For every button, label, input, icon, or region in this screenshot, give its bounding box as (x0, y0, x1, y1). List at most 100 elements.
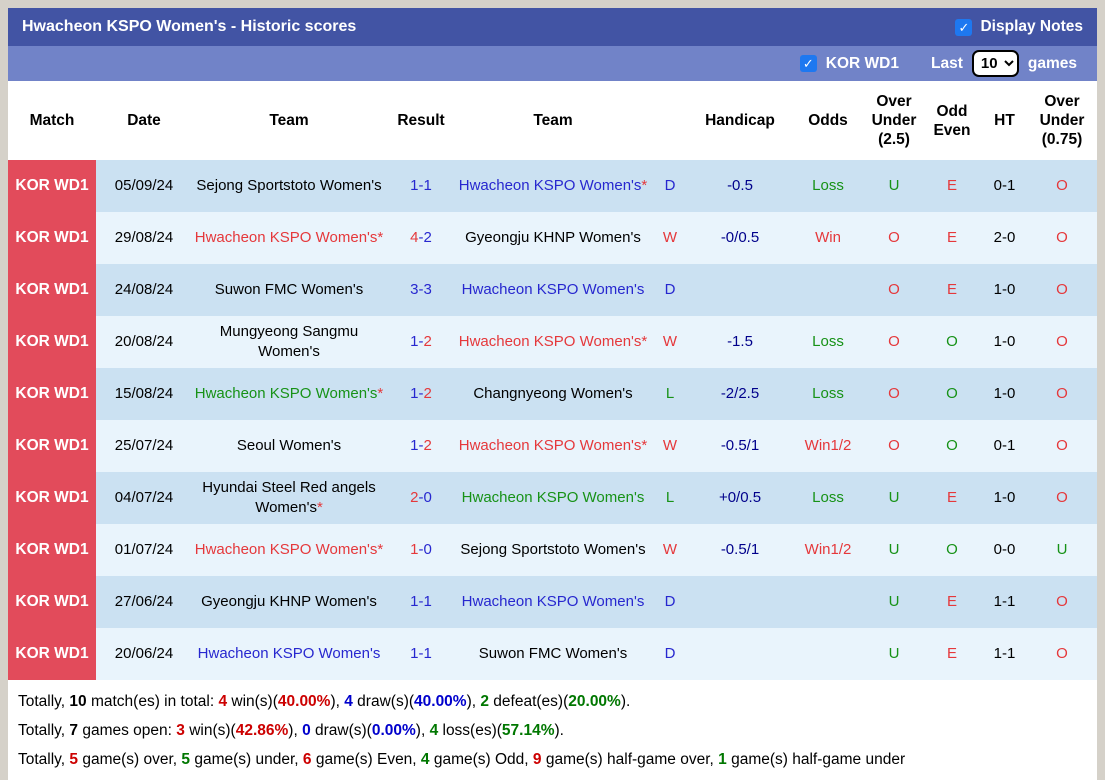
summary-segment: game(s) under, (190, 751, 303, 768)
team-name: Hwacheon KSPO Women's (194, 385, 378, 402)
column-header: Date (96, 81, 192, 160)
over-under-25-cell-value: O (888, 333, 900, 350)
summary-segment: match(es) in total: (86, 693, 219, 710)
odd-even-cell-value: E (946, 645, 957, 662)
wdl-cell-value: L (665, 489, 675, 506)
over-under-075-cell: O (1027, 160, 1097, 212)
ht-cell: 1-0 (982, 316, 1027, 368)
over-under-075-cell: O (1027, 264, 1097, 316)
team-name: Gyeongju KHNP Women's (201, 593, 377, 610)
column-header: Handicap (690, 81, 790, 160)
wdl-cell-value: D (664, 645, 676, 662)
odds-cell: Loss (790, 316, 866, 368)
over-under-25-cell: U (866, 160, 922, 212)
table-row: KOR WD1 25/07/24 Seoul Women's 1-2 Hwacheon … (8, 420, 1097, 472)
score-dash: - (418, 177, 424, 194)
handicap-cell (690, 264, 790, 316)
summary-segment: 40.00% (277, 693, 331, 710)
over-under-075-cell: O (1027, 628, 1097, 680)
team-name: Suwon FMC Women's (214, 281, 364, 298)
summary-segment: game(s) Even, (311, 751, 421, 768)
team-name: Hwacheon KSPO Women's (194, 541, 378, 558)
table-row: KOR WD1 29/08/24 Hwacheon KSPO Women's* 4-2… (8, 212, 1097, 264)
away-team-cell: Gyeongju KHNP Women's (456, 212, 650, 264)
over-under-075-cell-value: O (1056, 177, 1068, 194)
ht-value: 0-1 (993, 177, 1016, 194)
over-under-075-cell: U (1027, 524, 1097, 576)
over-under-25-cell: O (866, 368, 922, 420)
odd-even-cell: E (922, 264, 982, 316)
summary-segment: game(s) half-game under (726, 751, 906, 768)
table-row: KOR WD1 27/06/24 Gyeongju KHNP Women's 1-1 H… (8, 576, 1097, 628)
table-row: KOR WD1 24/08/24 Suwon FMC Women's 3-3 Hwach… (8, 264, 1097, 316)
column-header: Over Under (0.75) (1027, 81, 1097, 160)
ht-value: 1-0 (993, 489, 1016, 506)
summary-segment: ), (466, 693, 481, 710)
odd-even-cell: E (922, 212, 982, 264)
summary-segment: 4 (218, 693, 228, 710)
away-score: 2 (423, 229, 432, 246)
result-cell: 4-2 (386, 212, 456, 264)
table-row: KOR WD1 01/07/24 Hwacheon KSPO Women's* 1-0… (8, 524, 1097, 576)
wdl-cell: W (650, 524, 690, 576)
summary: Totally, 10 match(es) in total: 4 win(s)… (8, 680, 1097, 780)
summary-line-2: Totally, 7 games open: 3 win(s)(42.86%),… (18, 716, 1087, 745)
odd-even-cell: E (922, 472, 982, 524)
away-team-cell: Suwon FMC Women's (456, 628, 650, 680)
league-filter-checkbox[interactable]: ✓ (799, 55, 817, 72)
date-cell: 20/08/24 (114, 333, 174, 350)
ht-value: 1-0 (993, 333, 1016, 350)
date-cell: 29/08/24 (114, 229, 174, 246)
column-header: Odds (790, 81, 866, 160)
summary-segment: game(s) Odd, (429, 751, 533, 768)
result-cell: 1-1 (386, 628, 456, 680)
league-cell: KOR WD1 (8, 420, 96, 472)
history-table: Match Date Team Result Team Handicap Odds Over … (8, 81, 1097, 680)
league-cell: KOR WD1 (8, 524, 96, 576)
team-name: Hwacheon KSPO Women's (461, 489, 645, 506)
odd-even-cell: O (922, 316, 982, 368)
date-cell: 24/08/24 (114, 281, 174, 298)
away-score: 0 (423, 489, 432, 506)
odd-even-cell: O (922, 524, 982, 576)
odd-even-cell: O (922, 368, 982, 420)
odd-even-cell-value: O (946, 541, 958, 558)
display-notes-checkbox[interactable]: ✓ (955, 18, 973, 36)
last-games-select[interactable]: 10 (971, 50, 1019, 77)
odd-even-cell: E (922, 160, 982, 212)
favorite-star: * (377, 541, 384, 558)
away-score: 2 (423, 385, 432, 402)
handicap-cell: -2/2.5 (690, 368, 790, 420)
summary-segment: defeat(es)( (489, 693, 569, 710)
odds-cell: Loss (790, 160, 866, 212)
home-score: 1 (410, 645, 419, 662)
odds-cell: Win1/2 (790, 524, 866, 576)
home-score: 1 (410, 177, 419, 194)
team-name: Hwacheon KSPO Women's (458, 333, 642, 350)
summary-segment: 5 (69, 751, 79, 768)
home-score: 1 (410, 541, 419, 558)
away-score: 2 (423, 333, 432, 350)
summary-segment: 40.00% (414, 693, 467, 710)
home-team-cell: Hwacheon KSPO Women's (192, 628, 386, 680)
league-cell: KOR WD1 (8, 628, 96, 680)
league-cell: KOR WD1 (8, 472, 96, 524)
summary-segment: 57.14% (501, 722, 555, 739)
odds-cell: Loss (790, 368, 866, 420)
summary-segment: 4 (429, 722, 439, 739)
odds-cell (790, 264, 866, 316)
odd-even-cell-value: E (946, 229, 957, 246)
over-under-075-cell: O (1027, 576, 1097, 628)
handicap-value: -0.5 (727, 177, 753, 194)
date-cell: 04/07/24 (114, 489, 174, 506)
ht-value: 0-1 (993, 437, 1016, 454)
away-score: 2 (423, 437, 432, 454)
team-name: Sejong Sportstoto Women's (460, 541, 646, 558)
over-under-075-cell-value: O (1056, 593, 1068, 610)
date-cell: 01/07/24 (114, 541, 174, 558)
ht-cell: 1-0 (982, 368, 1027, 420)
team-name: Hwacheon KSPO Women's (461, 281, 645, 298)
wdl-cell: W (650, 212, 690, 264)
filter-bar: ✓ KOR WD1 Last 10 games (8, 46, 1097, 81)
wdl-cell-value: D (664, 593, 676, 610)
